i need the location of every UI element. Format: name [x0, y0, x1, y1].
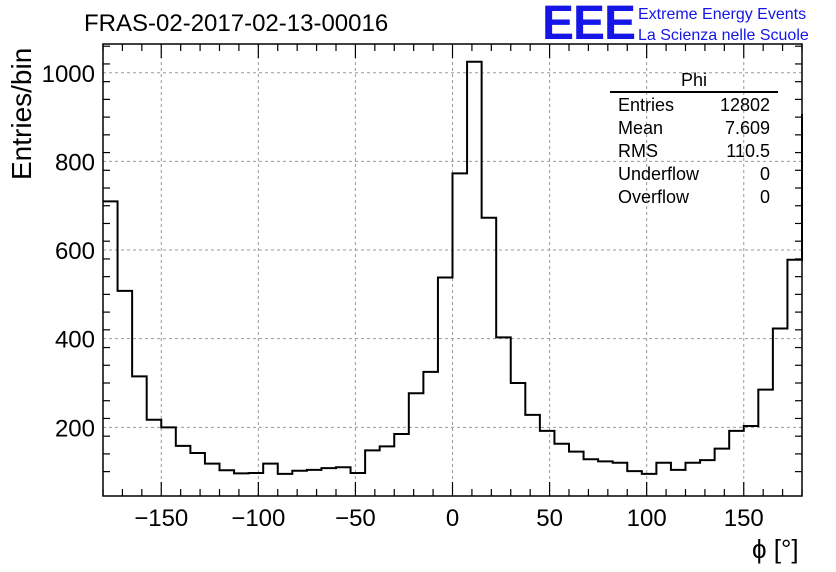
histogram-bin: [744, 426, 759, 496]
x-tick-label: −100: [231, 505, 285, 532]
y-axis-label: Entries/bin: [6, 47, 37, 180]
y-tick-label: 800: [55, 149, 95, 176]
histogram-bin: [118, 291, 133, 496]
stats-title: Phi: [610, 70, 778, 93]
x-tick-label: 0: [446, 505, 459, 532]
stats-box: Phi Entries 12802 Mean 7.609 RMS 110.5 U…: [610, 70, 778, 209]
stats-value: 110.5: [726, 141, 770, 161]
y-tick-label: 600: [55, 238, 95, 265]
stats-row-underflow: Underflow 0: [610, 163, 778, 186]
histogram-bin: [511, 383, 526, 496]
histogram-bin: [409, 393, 424, 496]
stats-row-overflow: Overflow 0: [610, 186, 778, 209]
stats-label: RMS: [618, 141, 658, 161]
histogram-bin: [161, 427, 176, 496]
histogram-bin: [613, 463, 628, 496]
histogram-bin: [715, 449, 730, 496]
histogram-bin: [394, 434, 409, 496]
stats-value: 7.609: [724, 118, 770, 138]
histogram-bin: [773, 328, 788, 496]
histogram-bin: [292, 471, 307, 496]
logo-line-1: Extreme Energy Events: [638, 6, 807, 23]
histogram-bin: [671, 470, 686, 496]
stats-label: Mean: [618, 118, 664, 138]
y-tick-label: 400: [55, 327, 95, 354]
histogram-bin: [176, 446, 191, 496]
histogram-bin: [627, 471, 642, 496]
histogram-bin: [365, 450, 380, 496]
histogram-bin: [423, 372, 438, 496]
x-tick-label: −150: [134, 505, 188, 532]
histogram-bin: [598, 461, 613, 496]
histogram-bin: [584, 459, 599, 496]
histogram-outline: [103, 60, 803, 475]
histogram-bin: [263, 464, 278, 496]
logo-mark: EEE: [542, 0, 636, 50]
chart-title: FRAS-02-2017-02-13-00016: [84, 10, 389, 37]
histogram-bin: [525, 415, 540, 496]
histogram-bin: [656, 463, 671, 496]
histogram-bin: [336, 467, 351, 496]
logo-line-2: La Scienza nelle Scuole: [638, 27, 809, 44]
histogram-bin: [205, 464, 220, 496]
x-tick-label: −50: [335, 505, 376, 532]
histogram-bin: [686, 463, 701, 496]
histogram-bin: [496, 337, 511, 496]
stats-value: 12802: [719, 95, 770, 115]
histogram-bin: [249, 473, 264, 496]
histogram-bin: [729, 431, 744, 496]
y-tick-label: 1000: [42, 61, 95, 88]
x-tick-label: 150: [724, 505, 764, 532]
axes: −150 −100 −50 0 50 100 150 200 400 600 800 1000: [42, 43, 803, 532]
histogram-bin: [220, 470, 235, 496]
histogram-bin: [700, 460, 715, 496]
stats-value: 0: [759, 164, 770, 184]
histogram-bin: [147, 420, 162, 496]
histogram-bin: [234, 473, 249, 496]
histogram-bin: [103, 201, 118, 496]
x-axis-label: ϕ [°]: [752, 534, 799, 564]
stats-value: 0: [759, 187, 770, 207]
y-tick-label: 200: [55, 415, 95, 442]
histogram-bin: [438, 278, 453, 496]
histogram-bin: [467, 62, 482, 496]
histogram-bin: [453, 173, 468, 496]
histogram-bin: [554, 444, 569, 496]
histogram-bin: [278, 474, 293, 496]
histogram-bin: [540, 431, 555, 496]
histogram-bin: [351, 473, 366, 496]
histogram-bin: [132, 376, 147, 496]
histogram-bin: [321, 468, 336, 496]
histogram-bin: [190, 453, 205, 496]
x-tick-label: 100: [627, 505, 667, 532]
histogram-bin: [569, 452, 584, 496]
histogram-series: [103, 60, 803, 496]
stats-row-mean: Mean 7.609: [610, 117, 778, 140]
histogram-bin: [642, 474, 657, 496]
histogram-bin: [307, 470, 322, 496]
histogram-bin: [482, 218, 497, 496]
stats-label: Overflow: [618, 187, 690, 207]
x-tick-label: 50: [536, 505, 563, 532]
stats-row-rms: RMS 110.5: [610, 140, 778, 163]
stats-label: Entries: [618, 95, 675, 115]
histogram-bin: [787, 260, 802, 496]
stats-label: Underflow: [618, 164, 700, 184]
stats-row-entries: Entries 12802: [610, 94, 778, 117]
histogram-bin: [380, 446, 395, 496]
eee-logo: EEE Extreme Energy Events La Scienza nel…: [542, 0, 836, 50]
histogram-bin: [758, 390, 773, 496]
